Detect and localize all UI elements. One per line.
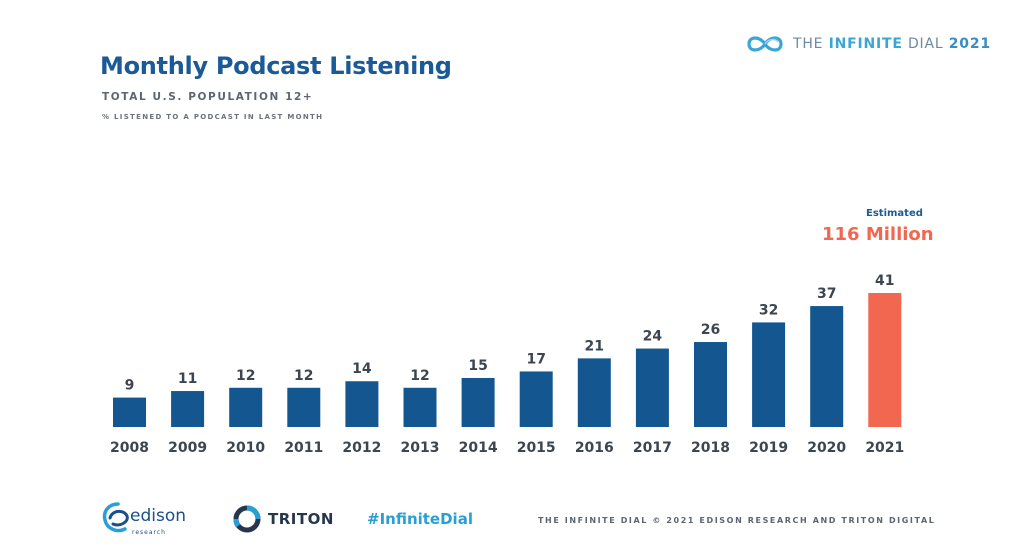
triton-logo: TRITON bbox=[232, 504, 334, 534]
x-tick-2008: 2008 bbox=[110, 440, 149, 456]
estimate-label: Estimated bbox=[866, 208, 923, 219]
data-label-2008: 9 bbox=[125, 378, 135, 394]
data-label-2021: 41 bbox=[875, 273, 894, 289]
x-tick-2018: 2018 bbox=[691, 440, 730, 456]
data-label-2010: 12 bbox=[236, 368, 255, 384]
data-label-2012: 14 bbox=[352, 361, 372, 377]
edison-wordmark: edison bbox=[130, 506, 187, 526]
triton-wordmark: TRITON bbox=[268, 510, 334, 528]
bar-2016 bbox=[577, 358, 611, 427]
data-label-2009: 11 bbox=[178, 371, 197, 387]
x-tick-2012: 2012 bbox=[342, 440, 381, 456]
bar-2013 bbox=[403, 387, 437, 427]
x-tick-2015: 2015 bbox=[517, 440, 556, 456]
bar-2012 bbox=[345, 381, 379, 427]
brand-year: 2021 bbox=[948, 36, 991, 52]
data-label-2017: 24 bbox=[643, 329, 663, 345]
x-tick-2014: 2014 bbox=[459, 440, 498, 456]
data-label-2014: 15 bbox=[468, 358, 487, 374]
chart-note: % LISTENED TO A PODCAST IN LAST MONTH bbox=[102, 113, 324, 121]
edison-subtext: research bbox=[132, 529, 166, 536]
bar-2019 bbox=[752, 322, 786, 427]
x-tick-2019: 2019 bbox=[749, 440, 788, 456]
bar-2021 bbox=[868, 293, 902, 427]
infinity-icon bbox=[747, 36, 783, 52]
x-tick-2013: 2013 bbox=[401, 440, 440, 456]
bar-2010 bbox=[229, 387, 263, 427]
data-label-2013: 12 bbox=[410, 368, 429, 384]
x-tick-2021: 2021 bbox=[865, 440, 904, 456]
bar-2009 bbox=[171, 391, 205, 427]
bar-2020 bbox=[810, 306, 844, 427]
edison-swirl-icon bbox=[102, 502, 129, 533]
bar-2014 bbox=[461, 377, 495, 427]
bar-2015 bbox=[519, 371, 553, 427]
data-label-2015: 17 bbox=[526, 351, 545, 367]
page-title: Monthly Podcast Listening bbox=[100, 52, 452, 80]
bar-2017 bbox=[635, 348, 669, 427]
bar-2008 bbox=[113, 397, 146, 427]
data-label-2019: 32 bbox=[759, 302, 778, 318]
brand-text: THE INFINITE DIAL 2021 bbox=[793, 36, 991, 52]
data-label-2011: 12 bbox=[294, 368, 313, 384]
infinite-dial-brand: THE INFINITE DIAL 2021 bbox=[745, 34, 991, 54]
x-tick-2009: 2009 bbox=[168, 440, 207, 456]
bar-2011 bbox=[287, 387, 321, 427]
data-label-2020: 37 bbox=[817, 286, 836, 302]
x-tick-2017: 2017 bbox=[633, 440, 672, 456]
x-tick-2016: 2016 bbox=[575, 440, 614, 456]
edison-logo: edison research bbox=[100, 500, 186, 536]
x-tick-2020: 2020 bbox=[807, 440, 846, 456]
bar-2018 bbox=[694, 342, 727, 427]
x-tick-2010: 2010 bbox=[226, 440, 265, 456]
estimate-value: 116 Million bbox=[822, 224, 934, 245]
triton-logo-icon bbox=[233, 505, 261, 533]
chart-subtitle: TOTAL U.S. POPULATION 12+ bbox=[102, 91, 314, 103]
x-tick-2011: 2011 bbox=[284, 440, 323, 456]
copyright-notice: THE INFINITE DIAL © 2021 EDISON RESEARCH… bbox=[538, 516, 936, 525]
data-label-2018: 26 bbox=[701, 322, 720, 338]
data-label-2016: 21 bbox=[585, 338, 604, 354]
hashtag: #InfiniteDial bbox=[367, 510, 473, 528]
